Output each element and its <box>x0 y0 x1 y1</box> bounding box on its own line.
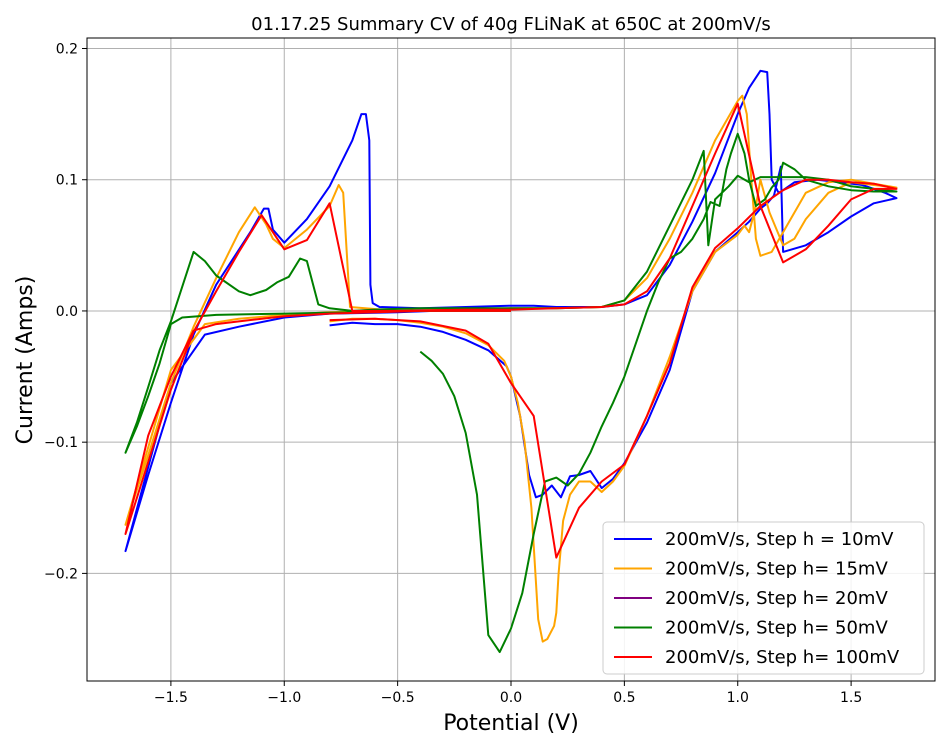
x-tick-label: 0.5 <box>613 690 635 706</box>
x-tick-label: 1.0 <box>727 690 749 706</box>
y-axis-ticks: −0.2 −0.1 0.0 0.1 0.2 <box>44 41 87 582</box>
legend-label-5: 200mV/s, Step h= 100mV <box>665 647 900 668</box>
x-axis-label: Potential (V) <box>443 711 579 736</box>
legend-label-2: 200mV/s, Step h= 15mV <box>665 559 888 580</box>
y-tick-label: 0.0 <box>56 304 78 320</box>
legend-label-3: 200mV/s, Step h= 20mV <box>665 588 888 609</box>
x-tick-label: 1.5 <box>840 690 862 706</box>
y-tick-label: −0.1 <box>44 435 78 451</box>
x-tick-label: −0.5 <box>381 690 415 706</box>
x-tick-label: −1.0 <box>267 690 301 706</box>
legend-label-1: 200mV/s, Step h = 10mV <box>665 529 894 550</box>
series-line-4 <box>124 132 898 654</box>
x-axis-ticks: −1.5 −1.0 −0.5 0.0 0.5 1.0 1.5 <box>154 681 862 706</box>
chart-title: 01.17.25 Summary CV of 40g FLiNaK at 650… <box>251 14 771 35</box>
legend-box <box>602 521 925 675</box>
series-layer <box>124 69 898 654</box>
y-axis-label: Current (Amps) <box>13 276 38 445</box>
y-tick-label: 0.1 <box>56 173 78 189</box>
y-tick-label: −0.2 <box>44 566 78 582</box>
x-tick-label: 0.0 <box>500 690 522 706</box>
legend-label-4: 200mV/s, Step h= 50mV <box>665 618 888 639</box>
series-line-5 <box>124 102 898 559</box>
legend: 200mV/s, Step h = 10mV 200mV/s, Step h= 1… <box>602 521 925 675</box>
y-tick-label: 0.2 <box>56 41 78 57</box>
x-tick-label: −1.5 <box>154 690 188 706</box>
